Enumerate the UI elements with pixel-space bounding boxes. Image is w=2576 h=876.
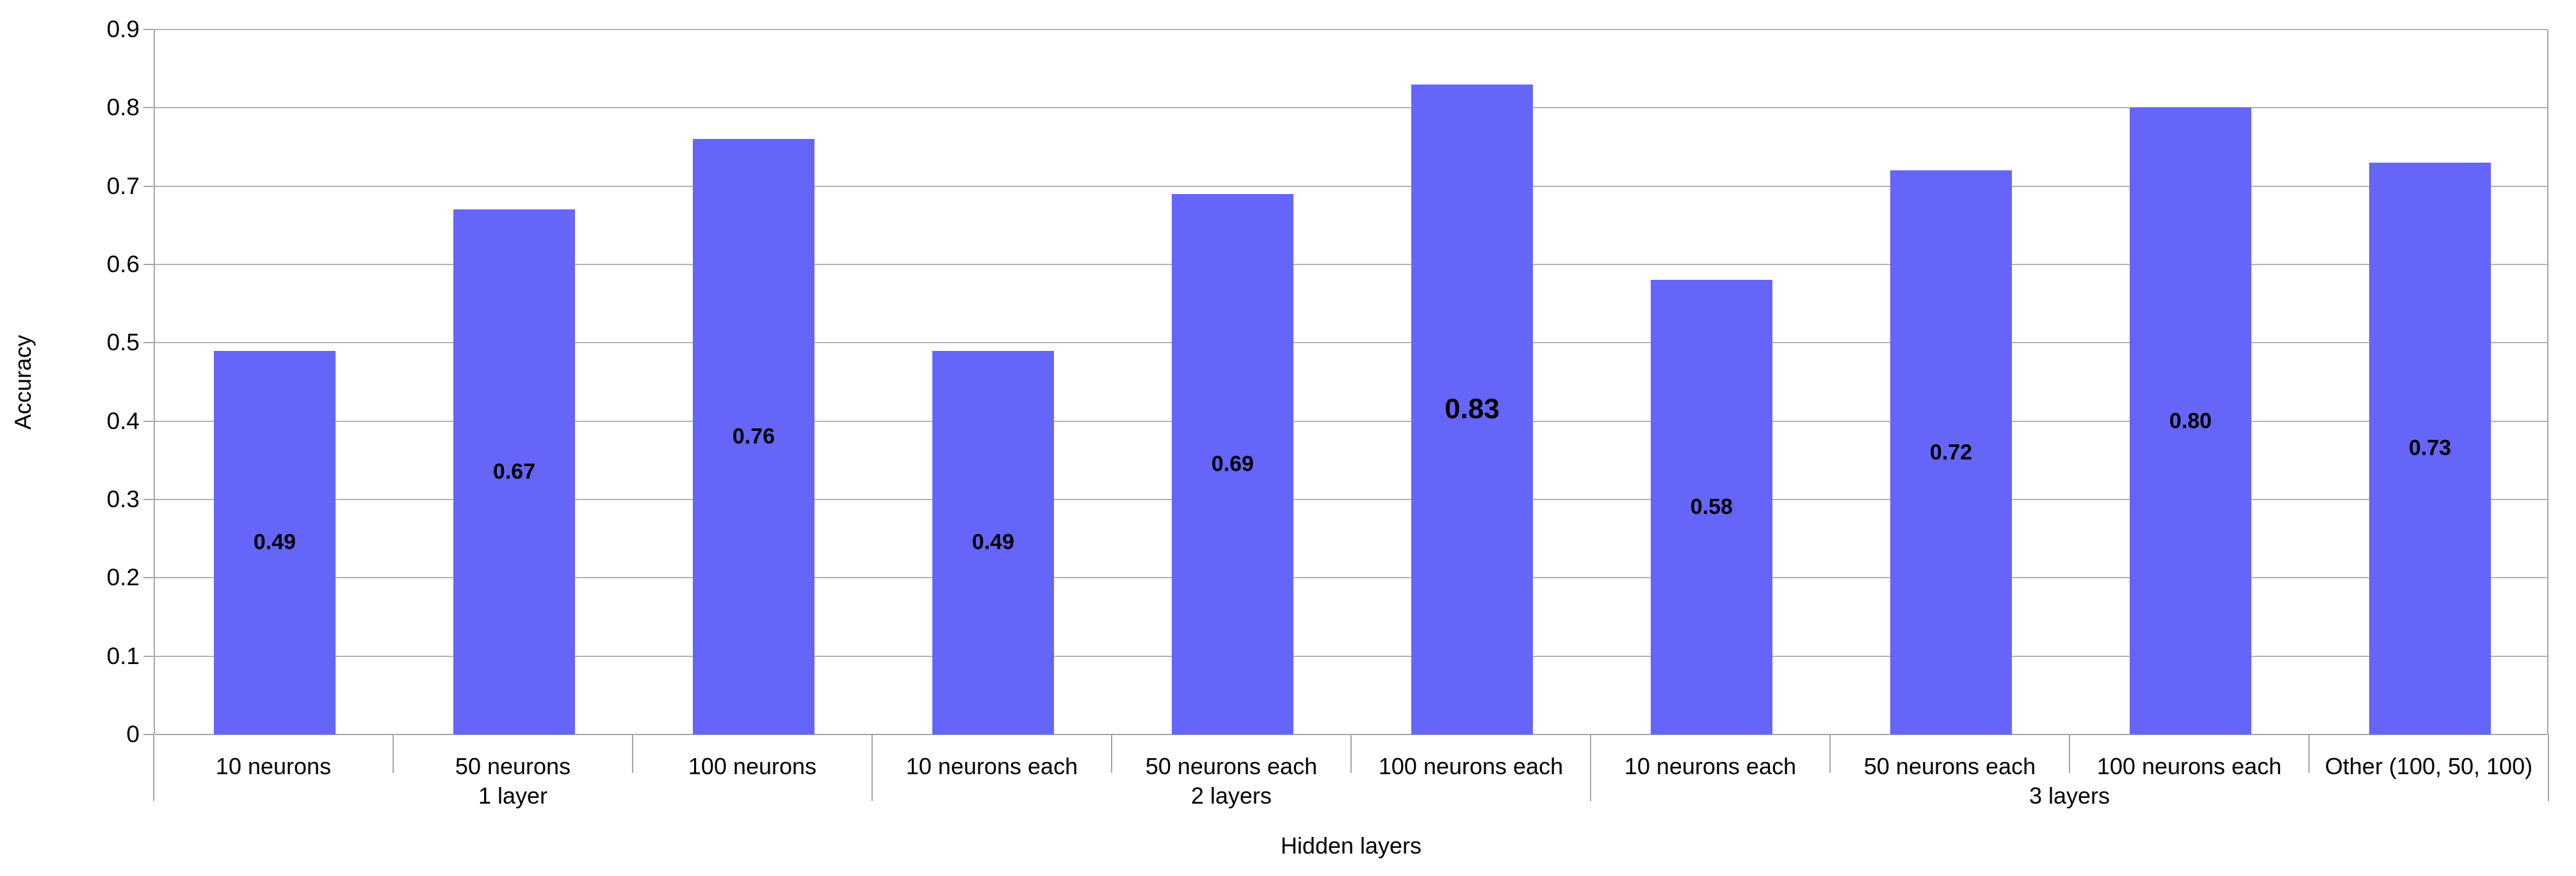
category-cell: 0.72 <box>1831 29 2071 734</box>
y-axis-title: Accuracy <box>0 29 46 734</box>
group-label: 2 layers <box>1190 783 1272 809</box>
group-label: 1 layer <box>478 783 548 809</box>
category-boundary-tick <box>393 734 394 773</box>
group-boundary-tick <box>871 734 873 801</box>
category-cell: 0.69 <box>1113 29 1352 734</box>
y-tick-mark <box>143 185 154 187</box>
bar: 0.67 <box>453 209 575 734</box>
gridline <box>155 29 2547 30</box>
category-cell: 0.80 <box>2071 29 2310 734</box>
y-tick-mark <box>143 264 154 265</box>
bar: 0.72 <box>1890 170 2012 734</box>
gridline <box>155 107 2547 109</box>
bar: 0.80 <box>2130 108 2251 734</box>
bar-value-label: 0.83 <box>1445 393 1500 425</box>
category-label: 10 neurons <box>215 753 332 779</box>
y-tick-label: 0.9 <box>106 16 140 42</box>
plot-area: 0.49 0.67 0.76 0.49 0.69 0.83 0.58 0.72 0.80 0.73 <box>154 29 2548 735</box>
bar-value-label: 0.49 <box>971 530 1015 555</box>
y-tick-label: 0.7 <box>106 172 140 199</box>
bar-value-label: 0.80 <box>2169 409 2212 434</box>
gridline <box>155 185 2547 187</box>
category-boundary-tick <box>1829 734 1831 773</box>
category-boundary-tick <box>1350 734 1352 773</box>
category-label: 50 neurons <box>455 753 571 779</box>
bar: 0.73 <box>2369 162 2491 734</box>
category-cell: 0.76 <box>634 29 873 734</box>
category-label: Other (100, 50, 100) <box>2324 753 2533 779</box>
y-tick-mark <box>143 577 154 579</box>
category-boundary-tick <box>632 734 633 773</box>
y-tick-mark <box>143 734 154 735</box>
y-tick-label: 0 <box>126 721 140 747</box>
category-cell: 0.49 <box>873 29 1113 734</box>
bar: 0.49 <box>932 350 1054 734</box>
gridline <box>155 264 2547 265</box>
gridline <box>155 420 2547 422</box>
category-label: 100 neurons <box>688 753 817 779</box>
group-label: 3 layers <box>2029 783 2110 809</box>
gridline <box>155 342 2547 344</box>
y-tick-mark <box>143 29 154 30</box>
gridline <box>155 655 2547 657</box>
bar-value-label: 0.69 <box>1211 451 1254 476</box>
y-tick-label: 0.1 <box>106 642 140 669</box>
bar: 0.76 <box>693 139 814 734</box>
category-cell: 0.58 <box>1592 29 1831 734</box>
category-boundary-tick <box>1111 734 1112 773</box>
bar-value-label: 0.58 <box>1690 494 1733 519</box>
bar-value-label: 0.73 <box>2408 435 2452 460</box>
category-boundary-tick <box>2069 734 2070 773</box>
y-tick-label: 0.2 <box>106 564 140 591</box>
bar: 0.58 <box>1651 280 1772 734</box>
y-tick-label: 0.6 <box>106 251 140 277</box>
category-cell: 0.73 <box>2310 29 2550 734</box>
bar: 0.83 <box>1411 84 1533 734</box>
category-cell: 0.49 <box>155 29 394 734</box>
y-tick-mark <box>143 107 154 109</box>
category-label: 10 neurons each <box>905 753 1078 779</box>
y-tick-label: 0.3 <box>106 486 140 512</box>
category-label: 10 neurons each <box>1624 753 1797 779</box>
category-boundary-tick <box>2308 734 2310 773</box>
group-boundary-tick <box>2548 734 2549 801</box>
bar: 0.49 <box>214 350 336 734</box>
category-cell: 0.67 <box>394 29 634 734</box>
y-tick-mark <box>143 655 154 657</box>
category-label: 100 neurons each <box>1378 753 1564 779</box>
x-axis-title: Hidden layers <box>1280 832 1422 859</box>
y-tick-mark <box>143 342 154 344</box>
category-label: 100 neurons each <box>2096 753 2282 779</box>
y-tick-mark <box>143 420 154 422</box>
y-tick-label: 0.4 <box>106 407 140 434</box>
bar-value-label: 0.76 <box>732 424 775 449</box>
group-boundary-tick <box>153 734 154 801</box>
group-boundary-tick <box>1590 734 1591 801</box>
bar-value-label: 0.72 <box>1929 440 1973 465</box>
bar: 0.69 <box>1172 193 1293 734</box>
bars-container: 0.49 0.67 0.76 0.49 0.69 0.83 0.58 0.72 0.80 0.73 <box>155 29 2547 734</box>
category-label: 50 neurons each <box>1863 753 2036 779</box>
gridline <box>155 577 2547 579</box>
y-tick-label: 0.8 <box>106 94 140 121</box>
category-cell: 0.83 <box>1352 29 1592 734</box>
y-tick-mark <box>143 499 154 500</box>
bar-value-label: 0.49 <box>253 530 296 555</box>
bar-value-label: 0.67 <box>492 459 536 484</box>
category-label: 50 neurons each <box>1145 753 1318 779</box>
y-tick-label: 0.5 <box>106 329 140 356</box>
gridline <box>155 499 2547 500</box>
